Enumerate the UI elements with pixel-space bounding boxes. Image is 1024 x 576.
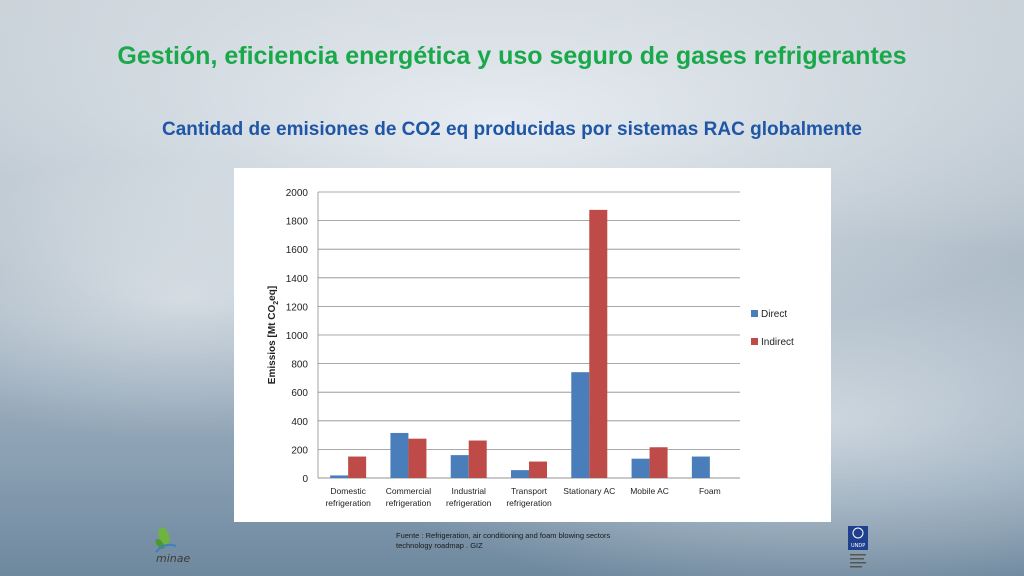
bar-indirect bbox=[408, 438, 427, 478]
y-tick-label: 1200 bbox=[286, 302, 309, 313]
x-tick-label: Industrial bbox=[451, 486, 486, 496]
y-tick-label: 1400 bbox=[286, 274, 309, 285]
y-tick-label: 800 bbox=[291, 360, 308, 371]
y-axis-title: Emissios [Mt CO2eq] bbox=[267, 286, 280, 384]
svg-text:UNDP: UNDP bbox=[851, 543, 865, 549]
legend-label-direct: Direct bbox=[761, 309, 787, 320]
bar-direct bbox=[330, 475, 349, 478]
x-tick-label: Domestic bbox=[330, 486, 366, 496]
bar-indirect bbox=[468, 440, 487, 478]
x-tick-label: refrigeration bbox=[446, 498, 492, 508]
y-tick-label: 600 bbox=[291, 388, 308, 399]
x-tick-label: refrigeration bbox=[506, 498, 552, 508]
bar-direct bbox=[571, 372, 590, 478]
x-tick-label: Commercial bbox=[386, 486, 431, 496]
slide-subtitle: Cantidad de emisiones de CO2 eq producid… bbox=[162, 119, 862, 140]
x-tick-label: refrigeration bbox=[325, 498, 371, 508]
slide-title: Gestión, eficiencia energética y uso seg… bbox=[117, 42, 907, 70]
bar-indirect bbox=[589, 209, 608, 478]
undp-logo: UNDP bbox=[848, 526, 868, 568]
bar-indirect bbox=[348, 456, 367, 478]
y-tick-label: 200 bbox=[291, 445, 308, 456]
y-tick-label: 400 bbox=[291, 417, 308, 428]
bar-direct bbox=[691, 456, 710, 478]
x-tick-label: Stationary AC bbox=[563, 486, 615, 496]
legend-label-indirect: Indirect bbox=[761, 337, 794, 348]
bar-indirect bbox=[649, 447, 668, 478]
bar-direct bbox=[511, 470, 529, 478]
y-tick-label: 2000 bbox=[286, 188, 309, 199]
bar-direct bbox=[390, 432, 409, 478]
x-tick-label: Mobile AC bbox=[630, 486, 669, 496]
chart-panel: 0 200 400 600 800 1000 1200 1400 1600 1800 2000 Emi… bbox=[234, 168, 831, 522]
svg-text:minae: minae bbox=[156, 552, 190, 565]
y-tick-label: 1000 bbox=[286, 331, 309, 342]
bar-direct bbox=[450, 455, 469, 478]
x-tick-label: refrigeration bbox=[386, 498, 432, 508]
legend-swatch-direct bbox=[751, 310, 758, 317]
legend-swatch-indirect bbox=[751, 338, 758, 345]
y-tick-label: 0 bbox=[302, 474, 308, 485]
y-tick-label: 1800 bbox=[286, 217, 309, 228]
bar-indirect bbox=[529, 461, 547, 478]
bar-direct bbox=[631, 458, 650, 478]
x-tick-label: Foam bbox=[699, 486, 721, 496]
source-note: Fuente : Refrigeration, air conditioning… bbox=[396, 531, 611, 550]
minae-logo: minae bbox=[155, 527, 190, 565]
emissions-bar-chart: 0 200 400 600 800 1000 1200 1400 1600 1800 2000 Emi… bbox=[267, 188, 794, 508]
x-tick-label: Transport bbox=[511, 486, 548, 496]
y-tick-label: 1600 bbox=[286, 245, 309, 256]
